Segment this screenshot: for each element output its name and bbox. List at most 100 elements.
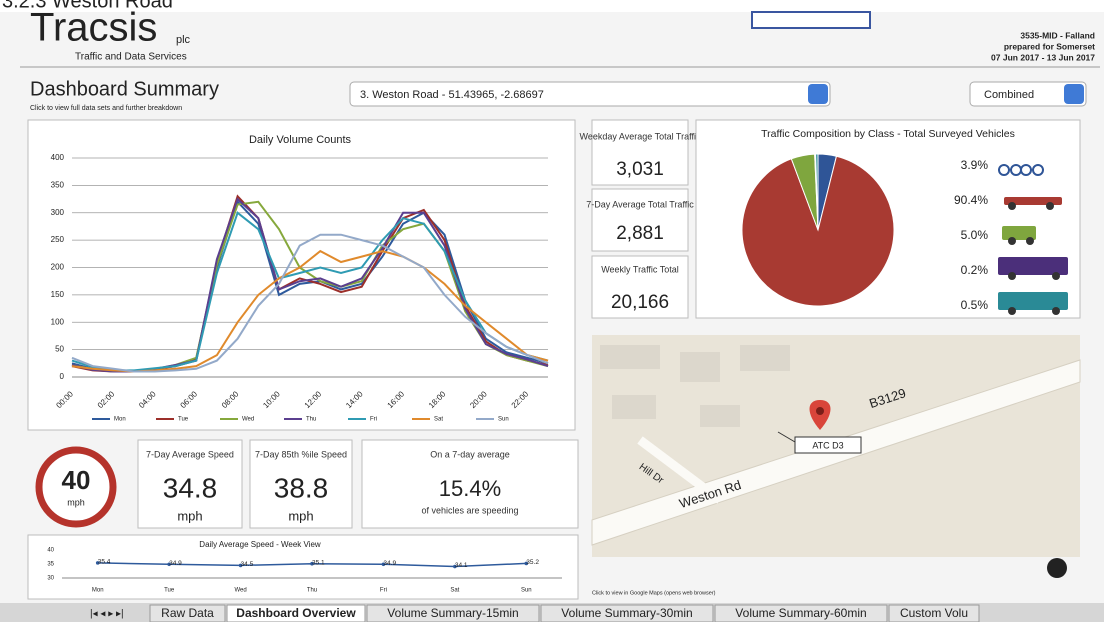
y-tick-label: 40 (47, 548, 54, 554)
site-select[interactable]: 3. Weston Road - 51.43965, -2.68697 (350, 82, 830, 106)
kpi-value: 2,881 (616, 223, 664, 244)
map-link[interactable]: Click to view in Google Maps (opens web … (592, 590, 716, 596)
x-tick-label: Tue (164, 588, 175, 594)
x-tick-label: Sun (521, 588, 532, 594)
legend-label: Fri (370, 417, 377, 423)
legend-label: Tue (178, 417, 189, 423)
kpi-label: 7-Day Average Speed (146, 449, 234, 459)
site-select-text[interactable]: 3. Weston Road - 51.43965, -2.68697 (360, 89, 544, 101)
building (740, 345, 790, 371)
legend-label: Sun (498, 417, 509, 423)
marker-label: ATC D3 (812, 440, 843, 450)
building (680, 352, 720, 382)
tagline: Traffic and Data Services (75, 52, 187, 63)
icon-part (1008, 307, 1016, 315)
building (600, 345, 660, 369)
value-label: 90.4% (954, 193, 988, 207)
kpi-unit: mph (177, 508, 202, 523)
page: { "page_heading": "3.2.3 Weston Road", "… (0, 0, 1104, 622)
tabs: Raw Data Dashboard Overview Volume Summary… (150, 605, 979, 622)
kpi-label: 7-Day Average Total Traffic (586, 199, 694, 209)
value-label: 34.9 (383, 560, 396, 567)
y-tick-label: 400 (51, 153, 65, 162)
legend-label: Mon (114, 417, 126, 423)
kpi-value: 38.8 (274, 472, 329, 503)
building (700, 405, 740, 427)
icon-part (1026, 237, 1034, 245)
y-tick-label: 30 (47, 576, 54, 582)
dashboard-subtitle: Click to view full data sets and further… (30, 105, 182, 112)
tab-label[interactable]: Volume Summary-60min (735, 606, 866, 620)
direction-select-text[interactable]: Combined (984, 89, 1034, 101)
icon-part (1008, 272, 1016, 280)
legend-label: Thu (306, 417, 316, 423)
tab-label[interactable]: Dashboard Overview (236, 606, 356, 620)
direction-select[interactable]: Combined (970, 82, 1086, 106)
y-tick-label: 200 (51, 263, 65, 272)
prepared-for: prepared for Somerset (1004, 41, 1095, 51)
chart-title: Daily Average Speed - Week View (199, 540, 321, 549)
value-label: 0.5% (961, 298, 989, 312)
icon-part (1008, 237, 1016, 245)
period: 07 Jun 2017 - 13 Jun 2017 (991, 52, 1095, 62)
icon-part (1008, 202, 1016, 210)
tab-label[interactable]: Volume Summary-15min (387, 606, 518, 620)
y-tick-label: 250 (51, 235, 65, 244)
speed-limit: 40 (62, 465, 91, 495)
value-label: 35.1 (312, 559, 325, 566)
kpi-label: Weekday Average Total Traffic (580, 131, 701, 141)
value-label: 34.1 (455, 562, 468, 569)
kpi-note: of vehicles are speeding (421, 505, 518, 515)
tab-label[interactable]: Volume Summary-30min (561, 606, 692, 620)
legend-label: Sat (434, 417, 443, 423)
site-code: 3535-MID - Falland (1020, 30, 1095, 40)
selection-box (752, 12, 870, 28)
logo-mark (1047, 558, 1067, 578)
x-tick-label: Sat (450, 588, 459, 594)
speed-limit-sign: 40 mph (39, 450, 113, 524)
kpi-unit: mph (288, 508, 313, 523)
y-tick-label: 300 (51, 208, 65, 217)
dashboard-title: Dashboard Summary (30, 78, 219, 100)
kpi-value: 20,166 (611, 292, 669, 313)
value-label: 34.9 (169, 560, 182, 567)
icon-part (1046, 202, 1054, 210)
legend-label: Wed (242, 417, 254, 423)
tab-label[interactable]: Raw Data (161, 606, 214, 620)
map-pin-dot (816, 407, 824, 415)
building (612, 395, 656, 419)
icon-part (1052, 307, 1060, 315)
select-button[interactable] (1064, 84, 1084, 104)
screen: 3.2.3 Weston Road Tracsis plc Traffic an… (0, 0, 1104, 622)
chart-title: Daily Volume Counts (249, 134, 352, 146)
tab-label[interactable]: Custom Volu (900, 606, 968, 620)
select-button[interactable] (808, 84, 828, 104)
kpi-value: 3,031 (616, 159, 664, 180)
x-tick-label: Wed (234, 588, 246, 594)
y-tick-label: 0 (60, 372, 65, 381)
value-label: 35.4 (98, 559, 111, 566)
kpi-label: 7-Day 85th %ile Speed (255, 449, 347, 459)
y-tick-label: 150 (51, 290, 65, 299)
value-label: 0.2% (961, 263, 989, 277)
kpi-label: On a 7-day average (430, 449, 510, 459)
chart-title: Traffic Composition by Class - Total Sur… (761, 128, 1015, 140)
kpi-label: Weekly Traffic Total (601, 264, 679, 274)
tab-nav[interactable]: |◂ ◂ ▸ ▸| (90, 609, 124, 620)
speed-limit-unit: mph (67, 497, 85, 507)
y-tick-label: 100 (51, 317, 65, 326)
icon-part (1052, 272, 1060, 280)
volume-panel (28, 120, 575, 430)
x-tick-label: Thu (307, 588, 317, 594)
y-tick-label: 350 (51, 180, 65, 189)
value-label: 5.0% (961, 228, 989, 242)
y-tick-label: 50 (55, 345, 64, 354)
x-tick-label: Mon (92, 588, 104, 594)
kpi-value: 34.8 (163, 472, 218, 503)
x-tick-label: Fri (380, 588, 387, 594)
logo: Tracsis (30, 6, 157, 50)
value-label: 34.5 (241, 561, 254, 568)
value-label: 35.2 (526, 559, 539, 566)
y-tick-label: 35 (47, 562, 54, 568)
kpi-value: 15.4% (439, 476, 501, 501)
